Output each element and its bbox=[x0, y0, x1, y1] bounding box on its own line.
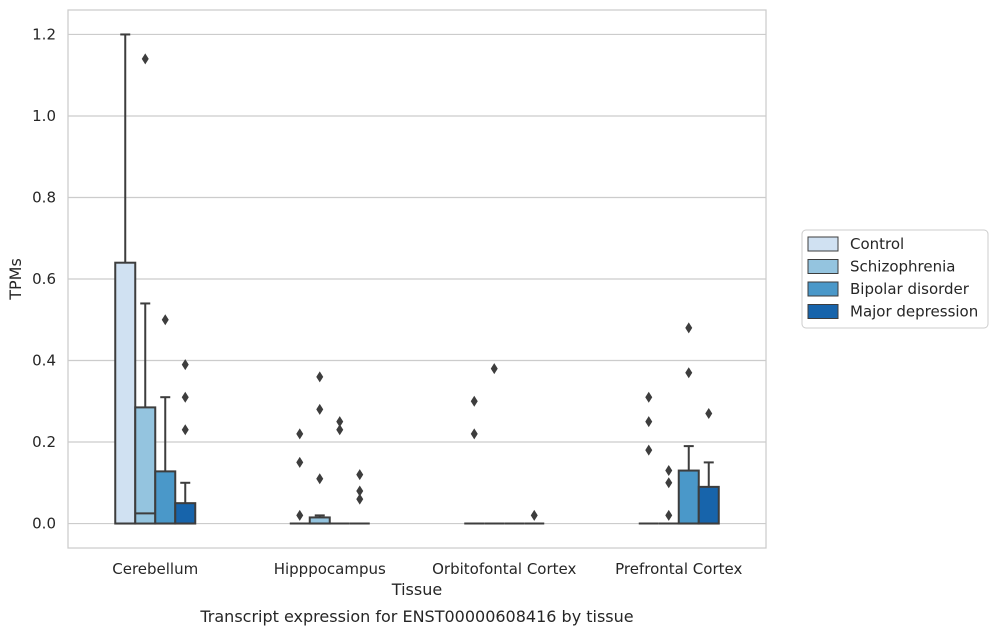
legend-label: Bipolar disorder bbox=[850, 280, 970, 298]
legend-label: Major depression bbox=[850, 303, 978, 321]
x-tick-labels: Cerebellum Hipppocampus Orbitofontal Corte… bbox=[112, 560, 742, 578]
legend-swatch bbox=[807, 304, 839, 319]
box-major-depression bbox=[697, 408, 720, 525]
plot-frame bbox=[67, 9, 767, 549]
outlier-point bbox=[181, 359, 189, 371]
y-tick-label: 1.0 bbox=[32, 107, 56, 125]
outlier-point bbox=[336, 416, 344, 428]
outlier-point bbox=[645, 391, 653, 403]
box-control bbox=[114, 33, 137, 525]
outlier-point bbox=[530, 509, 538, 521]
box-bipolar-disorder bbox=[154, 314, 177, 525]
box-schizophrenia bbox=[484, 363, 505, 525]
outlier-point bbox=[161, 314, 169, 326]
outlier-point bbox=[296, 456, 304, 468]
box-major-depression bbox=[349, 469, 370, 525]
outlier-point bbox=[181, 424, 189, 436]
x-tick-label: Cerebellum bbox=[112, 560, 198, 578]
y-axis-label: TPMs bbox=[6, 258, 25, 301]
x-tick-label: Prefrontal Cortex bbox=[615, 560, 742, 578]
box-major-depression bbox=[524, 509, 545, 525]
outlier-point bbox=[645, 416, 653, 428]
box-body bbox=[134, 406, 157, 525]
box-bipolar-disorder bbox=[329, 416, 350, 525]
outlier-point bbox=[665, 509, 673, 521]
box-body bbox=[697, 485, 720, 525]
outlier-point bbox=[181, 391, 189, 403]
outlier-point bbox=[336, 424, 344, 436]
chart-caption: Transcript expression for ENST0000060841… bbox=[199, 607, 633, 626]
outlier-point bbox=[296, 509, 304, 521]
legend-swatch bbox=[807, 236, 839, 252]
box-body bbox=[677, 469, 700, 525]
box-body bbox=[174, 502, 197, 525]
outlier-point bbox=[356, 493, 364, 505]
box-body bbox=[114, 261, 137, 525]
box-schizophrenia bbox=[134, 53, 157, 525]
y-tick-label: 0.6 bbox=[32, 270, 56, 288]
x-axis-label: Tissue bbox=[391, 580, 442, 599]
outlier-point bbox=[470, 395, 478, 407]
outlier-point bbox=[665, 477, 673, 489]
grid-layer bbox=[68, 33, 766, 525]
outlier-point bbox=[316, 371, 324, 383]
outlier-point bbox=[490, 363, 498, 375]
outlier-point bbox=[316, 403, 324, 415]
y-tick-label: 0.8 bbox=[32, 188, 56, 206]
box-schizophrenia bbox=[308, 371, 331, 525]
outlier-point bbox=[665, 465, 673, 477]
outlier-point bbox=[685, 367, 693, 379]
outlier-point bbox=[296, 428, 304, 440]
outlier-point bbox=[141, 53, 149, 65]
legend-label: Control bbox=[850, 235, 904, 253]
y-tick-label: 0.4 bbox=[32, 352, 56, 370]
y-tick-label: 0.2 bbox=[32, 433, 56, 451]
outlier-point bbox=[356, 485, 364, 497]
outlier-point bbox=[316, 473, 324, 485]
box-control bbox=[289, 428, 310, 525]
x-tick-label: Hipppocampus bbox=[274, 560, 386, 578]
y-tick-labels: 0.0 0.2 0.4 0.6 0.8 1.0 1.2 bbox=[32, 25, 56, 532]
legend-frame bbox=[801, 229, 989, 329]
box-schizophrenia bbox=[658, 465, 679, 525]
legend-label: Schizophrenia bbox=[850, 258, 955, 276]
outlier-point bbox=[645, 444, 653, 456]
box-control bbox=[638, 391, 659, 525]
legend-swatch bbox=[807, 259, 839, 274]
box-control bbox=[464, 395, 485, 525]
outlier-point bbox=[470, 428, 478, 440]
box-bipolar-disorder bbox=[677, 322, 700, 525]
y-tick-label: 0.0 bbox=[32, 515, 56, 533]
legend-swatch bbox=[807, 281, 839, 297]
outlier-point bbox=[705, 408, 713, 419]
outlier-point bbox=[356, 469, 364, 481]
box-body bbox=[154, 470, 177, 525]
outlier-point bbox=[685, 322, 693, 334]
legend: Control Schizophrenia Bipolar disorder Majo… bbox=[801, 229, 989, 329]
y-tick-label: 1.2 bbox=[32, 25, 56, 43]
box-major-depression bbox=[174, 359, 197, 525]
x-tick-label: Orbitofontal Cortex bbox=[432, 560, 576, 578]
boxes-layer bbox=[114, 33, 720, 525]
